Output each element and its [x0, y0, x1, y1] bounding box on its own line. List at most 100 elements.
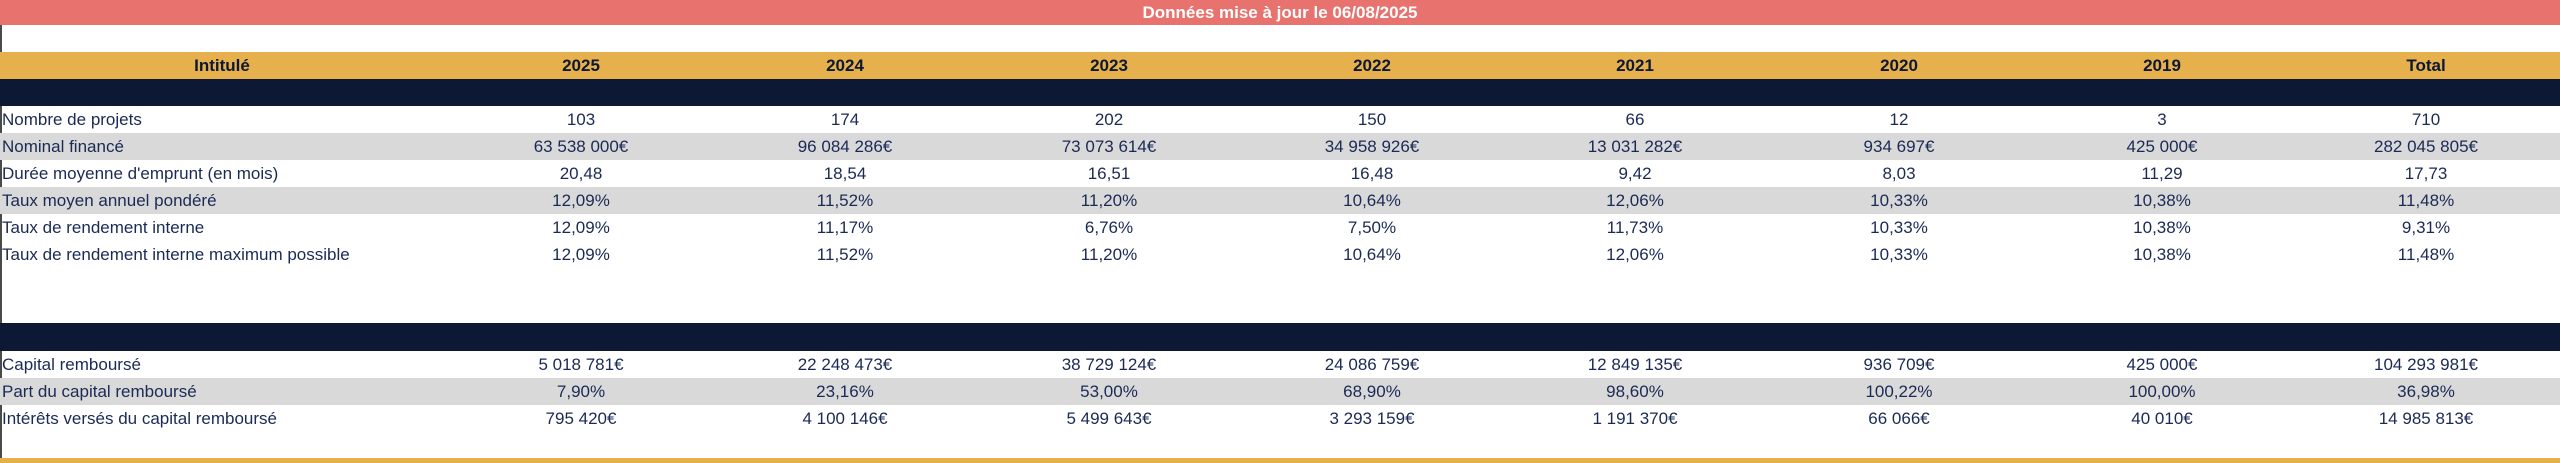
row-label: Nombre de projets — [2, 110, 142, 129]
cell-total: 36,98% — [2397, 382, 2455, 401]
cell-2020: 12 — [1889, 110, 1909, 129]
cell-2021: 12,06% — [1606, 191, 1664, 210]
cell-2024: 96 084 286€ — [797, 137, 893, 156]
cell-2022: 16,48 — [1350, 164, 1394, 183]
header-2022: 2022 — [1353, 56, 1391, 75]
cell-2019: 425 000€ — [2126, 137, 2198, 156]
row-label: Intérêts versés du capital remboursé — [2, 409, 277, 428]
row-label: Taux de rendement interne maximum possib… — [2, 245, 350, 264]
cell-2023: 11,20% — [1080, 191, 1138, 210]
cell-2023: 16,51 — [1087, 164, 1131, 183]
cell-2023: 73 073 614€ — [1061, 137, 1157, 156]
cell-2019: 10,38% — [2133, 191, 2191, 210]
cell-2023: 202 — [1094, 110, 1124, 129]
cell-2024: 174 — [830, 110, 860, 129]
table-row-tri: Taux de rendement interne 12,09% 11,17% … — [0, 214, 2560, 241]
row-label: Durée moyenne d'emprunt (en mois) — [2, 164, 279, 183]
header-2024: 2024 — [826, 56, 864, 75]
cell-2021: 98,60% — [1606, 382, 1664, 401]
table-row-duree-moyenne: Durée moyenne d'emprunt (en mois) 20,48 … — [0, 160, 2560, 187]
cell-2021: 1 191 370€ — [1592, 409, 1678, 428]
cell-2020: 66 066€ — [1868, 409, 1930, 428]
cell-total: 282 045 805€ — [2374, 137, 2478, 156]
cell-2022: 150 — [1357, 110, 1387, 129]
row-label: Part du capital remboursé — [2, 382, 197, 401]
row-label: Taux moyen annuel pondéré — [2, 191, 217, 210]
cell-2022: 10,64% — [1343, 191, 1401, 210]
header-2023: 2023 — [1090, 56, 1128, 75]
cell-2020: 10,33% — [1870, 245, 1928, 264]
cell-total: 9,31% — [2401, 218, 2451, 237]
cell-2020: 10,33% — [1870, 191, 1928, 210]
row-label: Capital remboursé — [2, 355, 141, 374]
cell-2020: 10,33% — [1870, 218, 1928, 237]
cell-total: 14 985 813€ — [2378, 409, 2474, 428]
cell-2021: 12 849 135€ — [1587, 355, 1683, 374]
cell-2019: 11,29 — [2141, 164, 2183, 183]
cell-2019: 425 000€ — [2126, 355, 2198, 374]
cell-2023: 11,20% — [1080, 245, 1138, 264]
cell-2019: 40 010€ — [2131, 409, 2193, 428]
cell-2019: 10,38% — [2133, 245, 2191, 264]
cell-total: 11,48% — [2397, 245, 2455, 264]
update-banner: Données mise à jour le 06/08/2025 — [0, 0, 2560, 25]
cell-2024: 11,52% — [816, 191, 874, 210]
header-2021: 2021 — [1616, 56, 1654, 75]
cell-2021: 13 031 282€ — [1587, 137, 1683, 156]
section-divider-bottom — [0, 323, 2560, 351]
cell-2022: 10,64% — [1343, 245, 1401, 264]
header-2025: 2025 — [562, 56, 600, 75]
cell-2020: 8,03 — [1882, 164, 1916, 183]
cell-2025: 63 538 000€ — [533, 137, 629, 156]
left-border-line — [0, 25, 2, 463]
header-2020: 2020 — [1880, 56, 1918, 75]
cell-total: 11,48% — [2397, 191, 2455, 210]
cell-2019: 3 — [2157, 110, 2167, 129]
cell-2023: 6,76% — [1084, 218, 1134, 237]
cell-2025: 12,09% — [552, 191, 610, 210]
cell-2025: 795 420€ — [545, 409, 617, 428]
header-intitule: Intitulé — [194, 56, 250, 75]
cell-2025: 12,09% — [552, 218, 610, 237]
row-label: Nominal financé — [2, 137, 124, 156]
cell-2025: 103 — [566, 110, 596, 129]
cell-2025: 12,09% — [552, 245, 610, 264]
cell-2022: 3 293 159€ — [1329, 409, 1415, 428]
table-row-interets-verses: Intérêts versés du capital remboursé 795… — [0, 405, 2560, 432]
table-row-taux-moyen: Taux moyen annuel pondéré 12,09% 11,52% … — [0, 187, 2560, 214]
cell-2021: 11,73% — [1606, 218, 1664, 237]
cell-2019: 100,00% — [2128, 382, 2196, 401]
cell-2024: 11,52% — [816, 245, 874, 264]
cell-2024: 23,16% — [816, 382, 874, 401]
cell-2024: 11,17% — [816, 218, 874, 237]
cell-2022: 24 086 759€ — [1324, 355, 1420, 374]
header-2019: 2019 — [2143, 56, 2181, 75]
cell-2021: 12,06% — [1606, 245, 1664, 264]
cell-2022: 34 958 926€ — [1324, 137, 1420, 156]
cell-2023: 53,00% — [1080, 382, 1138, 401]
cell-2022: 68,90% — [1343, 382, 1401, 401]
cell-2024: 4 100 146€ — [802, 409, 888, 428]
table-row-capital-rembourse: Capital remboursé 5 018 781€ 22 248 473€… — [0, 351, 2560, 378]
table-row-nombre-projets: Nombre de projets 103 174 202 150 66 12 … — [0, 106, 2560, 133]
cell-2021: 9,42 — [1618, 164, 1652, 183]
cell-2020: 934 697€ — [1863, 137, 1935, 156]
cell-2024: 22 248 473€ — [797, 355, 893, 374]
cell-2019: 10,38% — [2133, 218, 2191, 237]
cell-2024: 18,54 — [823, 164, 867, 183]
cell-2022: 7,50% — [1347, 218, 1397, 237]
section-divider-top — [0, 79, 2560, 106]
cell-2020: 100,22% — [1865, 382, 1933, 401]
table-bottom-border — [0, 458, 2560, 463]
cell-2020: 936 709€ — [1863, 355, 1935, 374]
row-label: Taux de rendement interne — [2, 218, 205, 237]
cell-total: 710 — [2411, 110, 2441, 129]
cell-total: 104 293 981€ — [2374, 355, 2478, 374]
table-header-row: Intitulé 2025 2024 2023 2022 2021 2020 2… — [0, 52, 2560, 79]
header-total: Total — [2406, 56, 2446, 75]
cell-2025: 7,90% — [556, 382, 606, 401]
table-row-tri-max: Taux de rendement interne maximum possib… — [0, 241, 2560, 268]
cell-2025: 5 018 781€ — [538, 355, 624, 374]
cell-total: 17,73 — [2404, 164, 2448, 183]
cell-2023: 5 499 643€ — [1066, 409, 1152, 428]
